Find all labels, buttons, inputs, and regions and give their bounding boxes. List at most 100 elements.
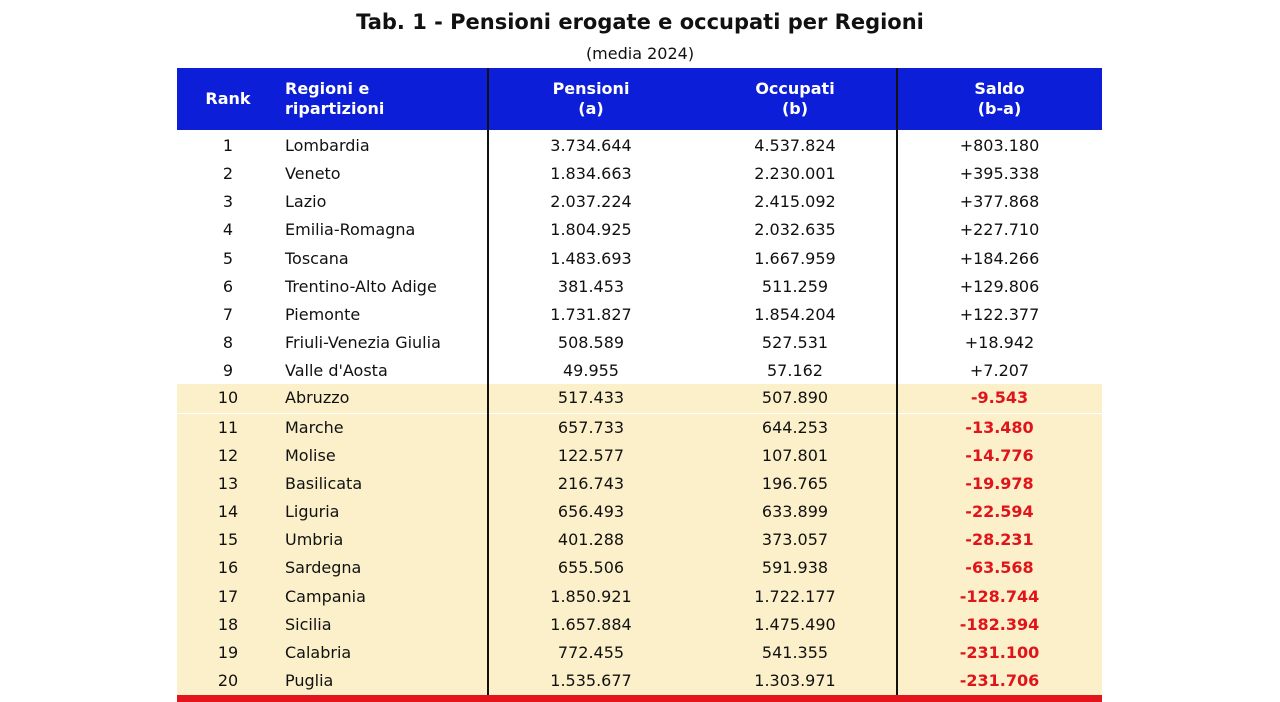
- table-cell: 401.288: [557, 530, 625, 550]
- table-title: Tab. 1 - Pensioni erogate e occupati per…: [356, 10, 924, 34]
- table-cell: 656.493: [557, 502, 625, 522]
- table-cell: Liguria: [285, 502, 340, 522]
- table-cell: 517.433: [557, 388, 625, 408]
- table-cell: Abruzzo: [285, 388, 350, 408]
- table-cell: -63.568: [965, 558, 1034, 578]
- table-cell: +18.942: [964, 333, 1035, 353]
- table-cell: Lazio: [285, 192, 327, 212]
- table-cell: 20: [217, 671, 239, 691]
- table-row: 5 Toscana 1.483.693 1.667.959 +184.266: [177, 244, 1102, 273]
- table-cell: 216.743: [557, 473, 625, 493]
- table-cell: 511.259: [761, 276, 829, 296]
- table-cell: -231.706: [959, 671, 1040, 691]
- table-cell: Puglia: [285, 671, 334, 691]
- header-text: Rank: [205, 89, 251, 108]
- table-cell: -28.231: [965, 530, 1034, 550]
- table-cell: 4: [222, 220, 234, 240]
- table-cell: -13.480: [965, 417, 1034, 437]
- table-cell: 19: [217, 642, 239, 662]
- table-cell: Sardegna: [285, 558, 362, 578]
- header-cell: Rank: [177, 68, 279, 130]
- table-cell: Emilia-Romagna: [285, 220, 416, 240]
- table-row: 11 Marche 657.733 644.253 -13.480: [177, 413, 1102, 442]
- column-divider: [487, 68, 489, 702]
- table-cell: Trentino-Alto Adige: [285, 276, 437, 296]
- table-row: 18 Sicilia 1.657.884 1.475.490 -182.394: [177, 610, 1102, 639]
- header-text: Regioni e: [285, 79, 370, 98]
- table-cell: Piemonte: [285, 304, 361, 324]
- table-cell: Molise: [285, 445, 336, 465]
- table-cell: -22.594: [965, 502, 1034, 522]
- table-cell: 196.765: [761, 473, 829, 493]
- table-cell: 12: [217, 445, 239, 465]
- header-text: (b-a): [977, 99, 1022, 118]
- table-cell: 657.733: [557, 417, 625, 437]
- table-cell: 633.899: [761, 502, 829, 522]
- table-cell: Umbria: [285, 530, 344, 550]
- table-row: 6 Trentino-Alto Adige 381.453 511.259 +129.8…: [177, 272, 1102, 301]
- table-cell: 11: [217, 417, 239, 437]
- table-cell: 1.303.971: [754, 671, 836, 691]
- table-cell: 2: [222, 164, 234, 184]
- table-cell: 3: [222, 192, 234, 212]
- header-cell: Occupati (b): [693, 68, 897, 130]
- table-cell: 1: [222, 136, 234, 155]
- header-text: ripartizioni: [285, 99, 385, 118]
- table-cell: +377.868: [959, 192, 1040, 212]
- table-cell: 13: [217, 473, 239, 493]
- table-cell: 57.162: [767, 361, 823, 381]
- header-cell: Regioni e ripartizioni: [285, 68, 485, 130]
- table-row: 10 Abruzzo 517.433 507.890 -9.543: [177, 384, 1102, 413]
- table-cell: 644.253: [761, 417, 829, 437]
- table-cell: Calabria: [285, 642, 352, 662]
- table-cell: +227.710: [959, 220, 1040, 240]
- table-cell: 1.483.693: [550, 248, 632, 268]
- table-row: 4 Emilia-Romagna 1.804.925 2.032.635 +227.71…: [177, 216, 1102, 245]
- table-cell: 17: [217, 586, 239, 606]
- table-cell: -9.543: [970, 388, 1029, 408]
- table-cell: 373.057: [761, 530, 829, 550]
- table-cell: 1.657.884: [550, 614, 632, 634]
- table-cell: 9: [222, 361, 234, 381]
- table-row: 8 Friuli-Venezia Giulia 508.589 527.531 +18.…: [177, 329, 1102, 358]
- table-row: 9 Valle d'Aosta 49.955 57.162 +7.207: [177, 357, 1102, 386]
- table-cell: +184.266: [959, 248, 1040, 268]
- table-cell: 527.531: [761, 333, 829, 353]
- table-cell: 15: [217, 530, 239, 550]
- table-cell: -231.100: [959, 642, 1040, 662]
- table-cell: 4.537.824: [754, 136, 836, 155]
- table-cell: 1.475.490: [754, 614, 836, 634]
- table-cell: Valle d'Aosta: [285, 361, 388, 381]
- table-cell: 10: [217, 388, 239, 408]
- table-row: 17 Campania 1.850.921 1.722.177 -128.744: [177, 582, 1102, 611]
- table-cell: 2.230.001: [754, 164, 836, 184]
- table-row: 7 Piemonte 1.731.827 1.854.204 +122.377: [177, 300, 1102, 330]
- table-header: Rank Regioni e ripartizioni Pensioni (a) Occu…: [177, 68, 1102, 130]
- table-cell: 381.453: [557, 276, 625, 296]
- table-cell: Lombardia: [285, 136, 370, 155]
- table-cell: +803.180: [959, 136, 1040, 155]
- table-cell: Sicilia: [285, 614, 332, 634]
- table-cell: 122.577: [557, 445, 625, 465]
- table-cell: -128.744: [959, 586, 1040, 606]
- header-cell: Saldo (b-a): [897, 68, 1102, 130]
- table-cell: 2.032.635: [754, 220, 836, 240]
- table-cell: 3.734.644: [550, 136, 632, 155]
- table-row: 14 Liguria 656.493 633.899 -22.594: [177, 498, 1102, 527]
- table-cell: Marche: [285, 417, 344, 437]
- table-cell: 1.667.959: [754, 248, 836, 268]
- table-cell: 508.589: [557, 333, 625, 353]
- table-cell: 8: [222, 333, 234, 353]
- header-text: (b): [781, 99, 809, 118]
- table-cell: 507.890: [761, 388, 829, 408]
- table-footer-band: [177, 695, 1102, 702]
- header-text: Pensioni: [552, 79, 630, 98]
- table-cell: +7.207: [969, 361, 1030, 381]
- table-cell: 1.854.204: [754, 304, 836, 324]
- table-cell: 1.535.677: [550, 671, 632, 691]
- table-cell: -14.776: [965, 445, 1034, 465]
- table-cell: 772.455: [557, 642, 625, 662]
- column-divider: [896, 68, 898, 702]
- table-row: 20 Puglia 1.535.677 1.303.971 -231.706: [177, 667, 1102, 696]
